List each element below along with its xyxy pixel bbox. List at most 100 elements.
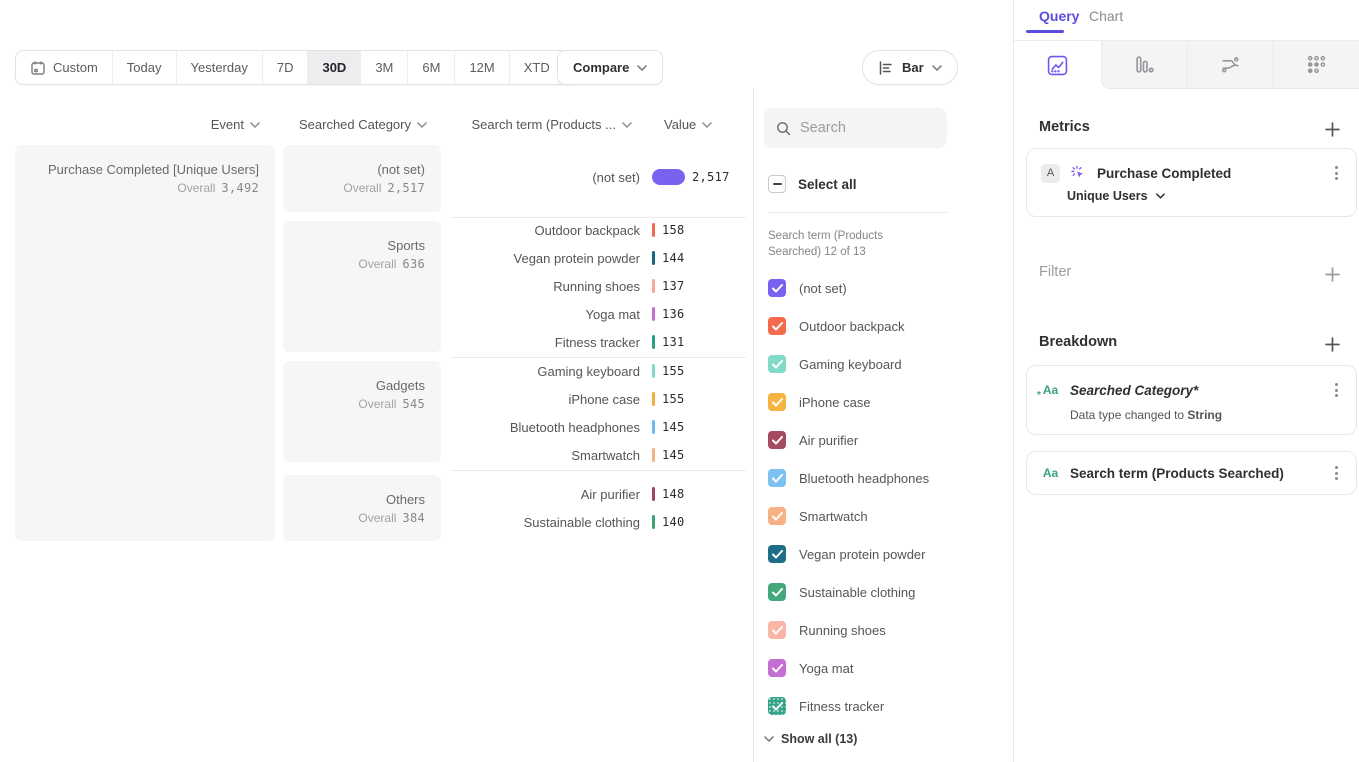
category-cell[interactable]: Sports Overall636 xyxy=(283,221,441,352)
legend-panel: Select all Search term (Products Searche… xyxy=(754,0,1013,762)
calendar-icon xyxy=(30,60,46,76)
breakdown-property-name: Searched Category* xyxy=(1070,383,1321,398)
date-range-12m[interactable]: 12M xyxy=(454,51,508,84)
breakdown-card[interactable]: Aa* Searched Category* Data type changed… xyxy=(1026,365,1357,435)
value-bar xyxy=(652,392,655,406)
divider xyxy=(768,212,947,213)
term-row[interactable]: Outdoor backpack 158 xyxy=(450,216,750,244)
legend-list: (not set) Outdoor backpack Gaming keyboa… xyxy=(768,278,929,716)
event-sparkle-icon xyxy=(1070,165,1087,182)
tab-funnels[interactable] xyxy=(1102,41,1187,88)
category-cell[interactable]: (not set) Overall2,517 xyxy=(283,145,441,212)
search-input[interactable] xyxy=(800,120,930,136)
tab-retention[interactable] xyxy=(1273,41,1359,88)
date-range-yesterday[interactable]: Yesterday xyxy=(176,51,262,84)
breakdown-menu-kebab-icon[interactable] xyxy=(1331,379,1342,401)
term-row[interactable]: Sustainable clothing 140 xyxy=(450,508,750,536)
term-row[interactable]: iPhone case 155 xyxy=(450,385,750,413)
column-header-search-term[interactable]: Search term (Products ... xyxy=(450,117,632,132)
category-cell[interactable]: Gadgets Overall545 xyxy=(283,361,441,462)
compare-button[interactable]: Compare xyxy=(557,50,663,85)
term-row[interactable]: Running shoes 137 xyxy=(450,272,750,300)
value-bar xyxy=(652,448,655,462)
metric-event-name: Purchase Completed xyxy=(1097,166,1321,181)
legend-item[interactable]: Sustainable clothing xyxy=(768,582,929,602)
legend-item[interactable]: Air purifier xyxy=(768,430,929,450)
tab-chart[interactable]: Chart xyxy=(1089,8,1123,24)
legend-item[interactable]: Outdoor backpack xyxy=(768,316,929,336)
term-row[interactable]: Smartwatch 145 xyxy=(450,441,750,469)
breakdown-menu-kebab-icon[interactable] xyxy=(1331,462,1342,484)
query-panel: Query Chart xyxy=(1013,0,1359,762)
funnels-icon xyxy=(1134,54,1155,75)
string-property-icon: Aa xyxy=(1041,466,1060,480)
date-range-control: Custom Today Yesterday 7D 30D 3M 6M 12M … xyxy=(15,50,582,85)
term-row[interactable]: Yoga mat 136 xyxy=(450,300,750,328)
retention-dots-icon xyxy=(1306,54,1327,75)
metric-menu-kebab-icon[interactable] xyxy=(1331,162,1342,184)
legend-item[interactable]: Smartwatch xyxy=(768,506,929,526)
legend-item[interactable]: Gaming keyboard xyxy=(768,354,929,374)
term-row[interactable]: Fitness tracker 131 xyxy=(450,328,750,356)
column-header-value[interactable]: Value xyxy=(664,117,712,132)
term-row[interactable]: Bluetooth headphones 145 xyxy=(450,413,750,441)
value-bar xyxy=(652,364,655,378)
legend-item[interactable]: (not set) xyxy=(768,278,929,298)
term-row[interactable]: Gaming keyboard 155 xyxy=(450,357,750,385)
measure-dropdown[interactable]: Unique Users xyxy=(1027,189,1356,216)
column-header-searched-category[interactable]: Searched Category xyxy=(283,117,427,132)
tab-query[interactable]: Query xyxy=(1039,8,1079,24)
flows-icon xyxy=(1220,54,1241,75)
event-name: Purchase Completed [Unique Users] xyxy=(25,161,259,178)
breakdown-property-name: Search term (Products Searched) xyxy=(1070,466,1321,481)
value-bar xyxy=(652,279,655,293)
metrics-heading: Metrics xyxy=(1039,119,1090,135)
legend-item[interactable]: Bluetooth headphones xyxy=(768,468,929,488)
add-filter-button[interactable] xyxy=(1322,264,1342,284)
checkbox-checked-icon xyxy=(768,545,786,563)
date-range-30d[interactable]: 30D xyxy=(307,51,360,84)
show-all-button[interactable]: Show all (13) xyxy=(764,732,857,746)
legend-item[interactable]: Yoga mat xyxy=(768,658,929,678)
category-cell[interactable]: Others Overall384 xyxy=(283,475,441,541)
value-bar xyxy=(652,335,655,349)
date-range-today[interactable]: Today xyxy=(112,51,176,84)
breakdown-card[interactable]: Aa Search term (Products Searched) xyxy=(1026,451,1357,495)
add-breakdown-button[interactable] xyxy=(1322,334,1342,354)
term-row[interactable]: Air purifier 148 xyxy=(450,480,750,508)
checkbox-checked-icon xyxy=(768,355,786,373)
legend-search[interactable] xyxy=(764,108,947,148)
legend-item[interactable]: Fitness tracker xyxy=(768,696,929,716)
column-header-event[interactable]: Event xyxy=(15,117,260,132)
plus-icon xyxy=(1325,122,1340,137)
event-cell[interactable]: Purchase Completed [Unique Users] Overal… xyxy=(15,145,275,541)
chevron-down-icon xyxy=(637,65,647,71)
value-bar xyxy=(652,487,655,501)
add-metric-button[interactable] xyxy=(1322,119,1342,139)
chevron-down-icon xyxy=(764,736,774,742)
date-range-6m[interactable]: 6M xyxy=(407,51,454,84)
date-range-3m[interactable]: 3M xyxy=(360,51,407,84)
term-row[interactable]: Vegan protein powder 144 xyxy=(450,244,750,272)
legend-item[interactable]: iPhone case xyxy=(768,392,929,412)
term-row[interactable]: (not set) 2,517 xyxy=(450,163,750,191)
legend-item[interactable]: Running shoes xyxy=(768,620,929,640)
chevron-down-icon xyxy=(1156,193,1165,199)
metric-card[interactable]: A Purchase Completed Unique Users xyxy=(1026,148,1357,217)
tab-flows[interactable] xyxy=(1187,41,1273,88)
checkbox-checked-icon xyxy=(768,469,786,487)
checkbox-checked-icon xyxy=(768,583,786,601)
report-type-tabs xyxy=(1014,40,1359,88)
tab-insights[interactable] xyxy=(1014,41,1101,89)
legend-item[interactable]: Vegan protein powder xyxy=(768,544,929,564)
breakdown-heading: Breakdown xyxy=(1039,334,1117,350)
plus-icon xyxy=(1325,267,1340,282)
date-range-custom[interactable]: Custom xyxy=(16,51,112,84)
insights-icon xyxy=(1047,55,1068,76)
select-all-checkbox[interactable]: Select all xyxy=(768,175,857,193)
chevron-down-icon xyxy=(702,122,712,128)
date-range-7d[interactable]: 7D xyxy=(262,51,308,84)
string-property-icon: Aa* xyxy=(1041,383,1060,397)
event-overall-value: 3,492 xyxy=(221,181,259,195)
value-bar xyxy=(652,515,655,529)
